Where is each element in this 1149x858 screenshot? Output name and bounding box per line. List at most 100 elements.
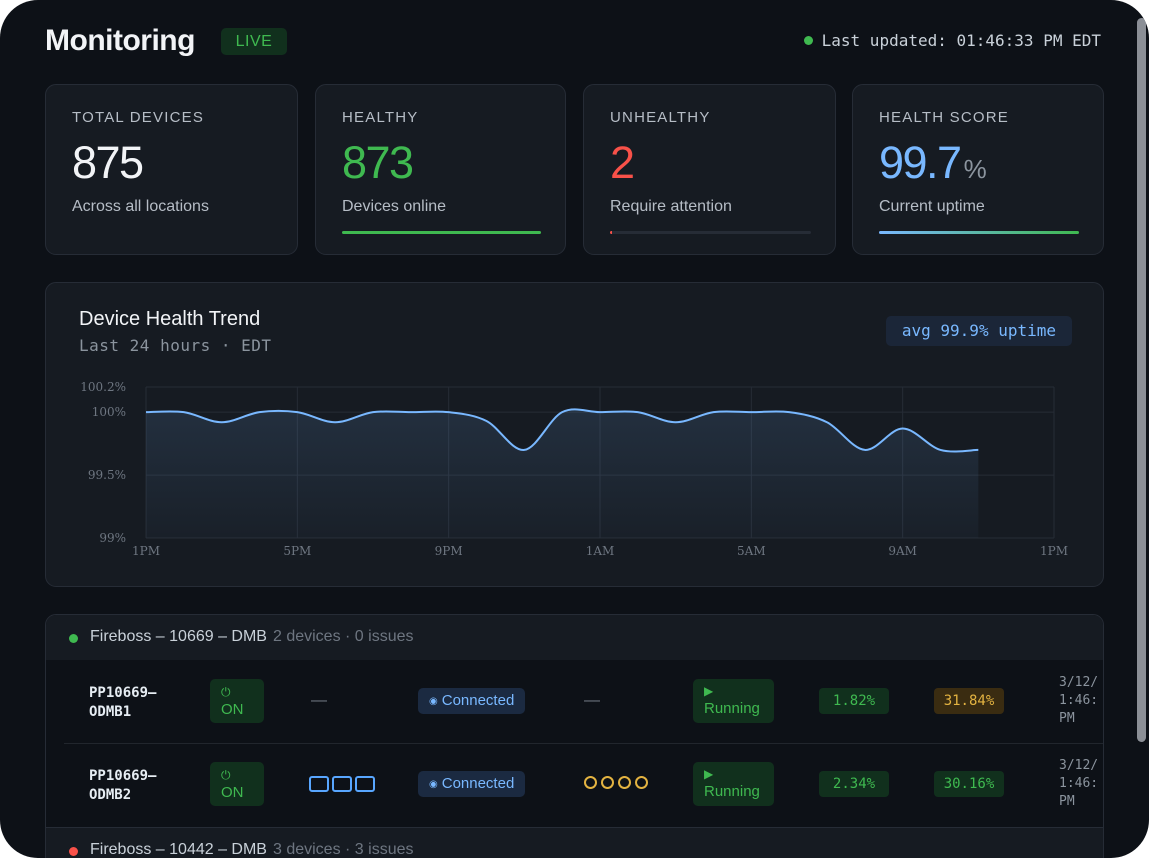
connection-label: Connected (441, 692, 515, 709)
x-tick-label: 1PM (1040, 544, 1068, 558)
power-label: ON (221, 701, 244, 718)
health-trend-panel: Device Health Trend Last 24 hours · EDT … (45, 282, 1104, 587)
x-tick-label: 9AM (888, 544, 917, 558)
device-name-line1: PP10669– (89, 685, 157, 701)
group-name: Fireboss – 10669 – DMB (90, 628, 267, 645)
stat-label: TOTAL DEVICES (72, 109, 205, 126)
avg-uptime-badge: avg 99.9% uptime (885, 316, 1072, 346)
connection-icon: ◉ (429, 696, 438, 707)
chart-subtitle: Last 24 hours · EDT (79, 336, 272, 355)
scrollbar-thumb[interactable] (1137, 18, 1146, 742)
device-name: PP10669– ODMB1 (89, 684, 156, 722)
memory-usage: 30.16% (934, 771, 1004, 797)
screen-square-icon (309, 776, 329, 792)
last-updated: Last updated: 01:46:33 PM EDT (803, 31, 1101, 50)
cpu-usage: 1.82% (819, 688, 889, 714)
power-status-button[interactable]: ⏻ ON (210, 762, 264, 806)
stat-label: HEALTHY (342, 109, 419, 126)
group-title: Fireboss – 10442 – DMB 3 devices · 3 issu… (90, 841, 414, 858)
healthy-progress-bar (342, 231, 541, 234)
sensor-circle-icon (618, 776, 631, 789)
group-status-dot-icon (69, 847, 78, 856)
last-updated-text: Last updated: 01:46:33 PM EDT (821, 31, 1101, 50)
progress-fill (879, 231, 1079, 234)
stat-subtitle: Current uptime (879, 198, 985, 215)
scrollbar[interactable] (1134, 0, 1148, 858)
x-tick-label: 1AM (586, 544, 615, 558)
sensor-circle-icon (635, 776, 648, 789)
stat-value: 875 (72, 137, 144, 189)
device-timestamp: 3/12/ 1:46: PM (1059, 758, 1099, 809)
running-status-button[interactable]: ▶ Running (693, 762, 774, 806)
stat-card-unhealthy: UNHEALTHY 2 Require attention (583, 84, 836, 255)
progress-fill (342, 231, 541, 234)
y-tick-label: 99% (99, 531, 126, 545)
status-dot-icon (803, 36, 813, 45)
stat-unit: % (963, 154, 987, 184)
connection-icon: ◉ (429, 779, 438, 790)
connection-label: Connected (441, 775, 515, 792)
sensor-circle-icon (601, 776, 614, 789)
health-score-progress-bar (879, 231, 1079, 234)
y-tick-label: 99.5% (88, 468, 126, 482)
x-tick-label: 5AM (737, 544, 766, 558)
running-label: Running (704, 700, 760, 717)
stat-value: 873 (342, 137, 414, 189)
device-name-line1: PP10669– (89, 768, 157, 784)
table-row[interactable]: PP10669– ODMB1 ⏻ ON — ◉ Connected — ▶ Runnin… (64, 660, 1103, 744)
group-meta: 2 devices · 0 issues (272, 628, 414, 645)
stat-label: UNHEALTHY (610, 109, 711, 126)
power-status-button[interactable]: ⏻ ON (210, 679, 264, 723)
device-name-line2: ODMB1 (89, 704, 132, 720)
chart-title: Device Health Trend (79, 308, 261, 330)
device-timestamp: 3/12/ 1:46: PM (1059, 675, 1099, 726)
stat-value: 99.7% (879, 137, 987, 189)
power-label: ON (221, 784, 244, 801)
display-screens-icon (309, 776, 378, 797)
stat-label: HEALTH SCORE (879, 109, 1009, 126)
connection-status: ◉ Connected (418, 771, 526, 797)
unhealthy-progress-bar (610, 231, 811, 234)
group-name: Fireboss – 10442 – DMB (90, 841, 267, 858)
sensors-status-empty: — (584, 692, 600, 709)
sensor-circles-icon (584, 776, 652, 794)
live-badge: LIVE (221, 28, 287, 55)
stat-subtitle: Require attention (610, 198, 732, 215)
stat-card-health-score: HEALTH SCORE 99.7% Current uptime (852, 84, 1104, 255)
group-header-10669[interactable]: Fireboss – 10669 – DMB 2 devices · 0 issu… (46, 615, 1103, 660)
device-name: PP10669– ODMB2 (89, 767, 156, 805)
group-title: Fireboss – 10669 – DMB 2 devices · 0 issu… (90, 628, 414, 646)
stat-subtitle: Across all locations (72, 198, 209, 215)
stat-number: 2 (610, 137, 635, 188)
play-icon: ▶ (704, 767, 714, 781)
play-icon: ▶ (704, 684, 714, 698)
group-status-dot-icon (69, 634, 78, 643)
uptime-area (146, 409, 979, 538)
health-trend-chart: 100.2% 100% 99.5% 99% 1PM 5PM 9PM 1AM 5AM 9AM 1PM (80, 380, 1068, 558)
stat-value: 2 (610, 137, 635, 189)
stat-number: 99.7 (879, 137, 962, 188)
group-header-10442[interactable]: Fireboss – 10442 – DMB 3 devices · 3 issu… (46, 827, 1103, 858)
memory-usage: 31.84% (934, 688, 1004, 714)
stat-card-total-devices: TOTAL DEVICES 875 Across all locations (45, 84, 298, 255)
running-label: Running (704, 783, 760, 800)
power-icon: ⏻ (221, 685, 231, 699)
device-name-line2: ODMB2 (89, 787, 132, 803)
running-status-button[interactable]: ▶ Running (693, 679, 774, 723)
stat-card-healthy: HEALTHY 873 Devices online (315, 84, 566, 255)
screen-square-icon (332, 776, 352, 792)
x-tick-label: 5PM (283, 544, 311, 558)
group-meta: 3 devices · 3 issues (272, 841, 414, 858)
x-tick-label: 9PM (435, 544, 463, 558)
table-row[interactable]: PP10669– ODMB2 ⏻ ON ◉ Connected ▶ Running 2.… (64, 743, 1103, 826)
y-tick-label: 100.2% (80, 380, 126, 394)
power-icon: ⏻ (221, 768, 231, 782)
page-title: Monitoring (45, 24, 195, 57)
device-list: Fireboss – 10669 – DMB 2 devices · 0 issu… (45, 614, 1104, 858)
x-tick-label: 1PM (132, 544, 160, 558)
sensor-circle-icon (584, 776, 597, 789)
connection-status: ◉ Connected (418, 688, 526, 714)
stat-number: 873 (342, 137, 414, 188)
stat-number: 875 (72, 137, 144, 188)
cpu-usage: 2.34% (819, 771, 889, 797)
